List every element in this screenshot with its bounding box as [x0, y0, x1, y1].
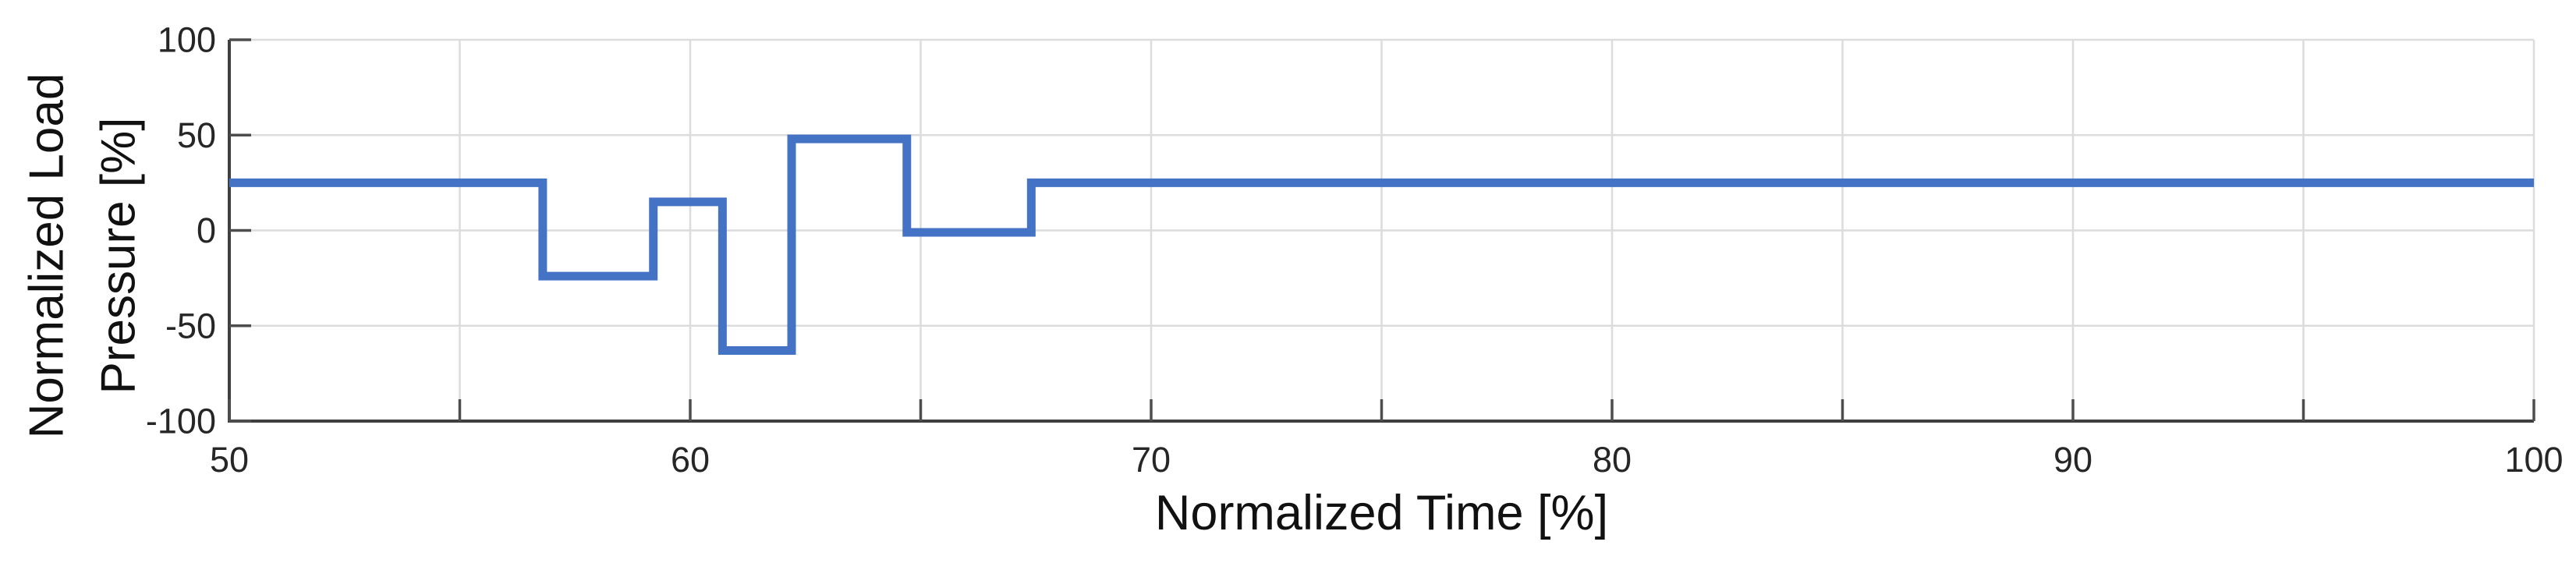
y-tick-label: -50 — [165, 306, 216, 345]
y-tick-label: 50 — [177, 115, 216, 155]
y-tick-label: -100 — [146, 402, 216, 441]
x-tick-label: 60 — [671, 440, 710, 480]
x-tick-label: 80 — [1593, 440, 1632, 480]
x-tick-label: 50 — [210, 440, 249, 480]
x-tick-label: 70 — [1132, 440, 1171, 480]
x-tick-label: 90 — [2053, 440, 2092, 480]
x-tick-label: 100 — [2504, 440, 2563, 480]
y-tick-label: 0 — [197, 211, 216, 250]
y-tick-label: 100 — [158, 20, 216, 60]
series-line — [229, 134, 2534, 356]
